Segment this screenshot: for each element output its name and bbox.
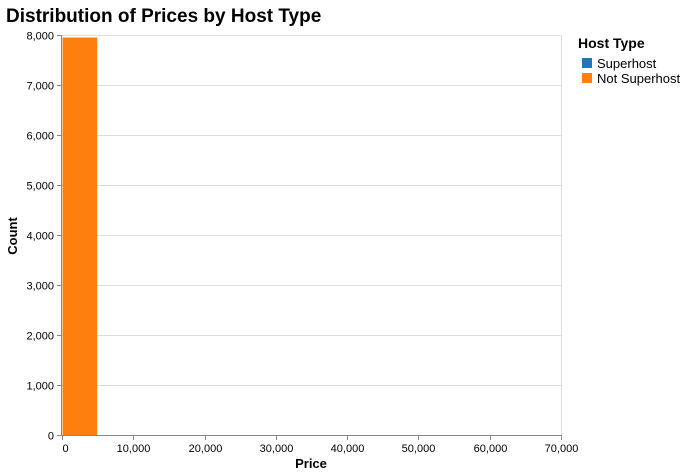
axes: 0 1,000 2,000 3,000 4,000 5,000 6,000 7,000 8,00…	[26, 31, 578, 456]
x-tick-label: 10,000	[117, 443, 151, 455]
y-tick-label: 1,000	[26, 381, 54, 393]
histogram-bar	[62, 37, 98, 435]
y-tick-label: 2,000	[26, 331, 54, 343]
x-tick-label: 60,000	[474, 443, 508, 455]
legend-swatch	[582, 58, 592, 68]
legend-label: Superhost	[597, 56, 657, 71]
legend-item: Not Superhost	[582, 71, 680, 86]
x-tick-label: 30,000	[260, 443, 294, 455]
y-tick-label: 3,000	[26, 281, 54, 293]
x-axis-title: Price	[295, 456, 327, 471]
x-tick-label: 50,000	[402, 443, 436, 455]
y-axis-title: Count	[5, 217, 20, 255]
legend-swatch	[582, 73, 592, 83]
x-tick-label: 0	[63, 443, 69, 455]
x-tick-label: 20,000	[189, 443, 223, 455]
y-tick-label: 6,000	[26, 131, 54, 143]
chart-title: Distribution of Prices by Host Type	[6, 6, 321, 27]
legend-item: Superhost	[582, 56, 657, 71]
y-tick-label: 7,000	[26, 81, 54, 93]
gridlines	[62, 35, 562, 436]
x-tick-label: 70,000	[545, 443, 579, 455]
x-tick-label: 40,000	[331, 443, 365, 455]
legend-title: Host Type	[578, 35, 645, 51]
y-tick-label: 5,000	[26, 181, 54, 193]
y-tick-label: 0	[48, 431, 54, 443]
y-tick-label: 4,000	[26, 231, 54, 243]
bars	[62, 37, 98, 435]
legend-label: Not Superhost	[597, 71, 680, 86]
y-tick-label: 8,000	[26, 31, 54, 43]
